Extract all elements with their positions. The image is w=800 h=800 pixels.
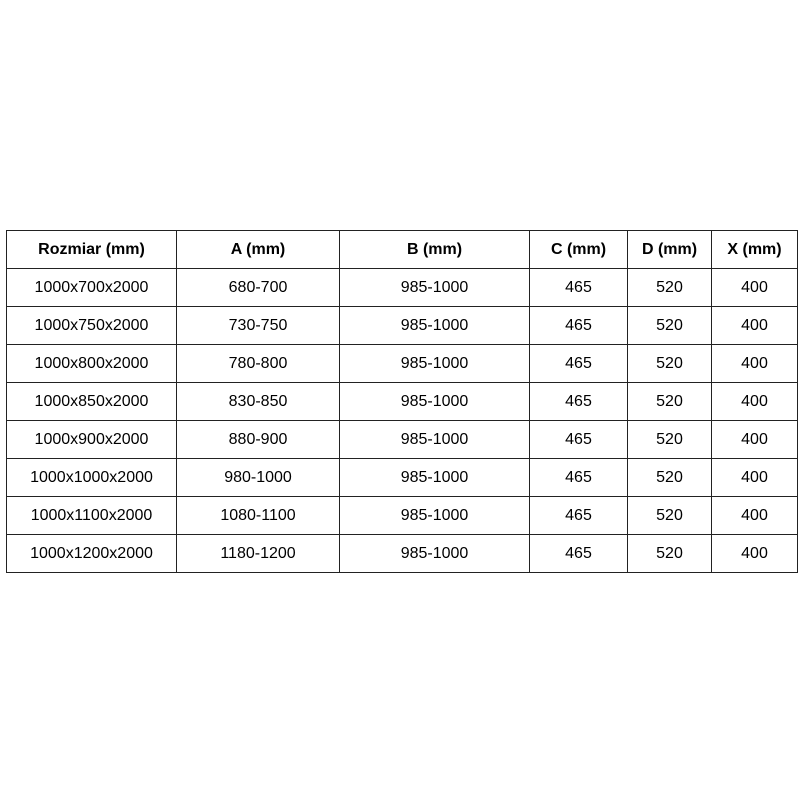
table-cell: 520	[627, 268, 712, 307]
table-cell: 520	[627, 534, 712, 573]
table-cell: 520	[627, 344, 712, 383]
table-cell: 400	[711, 496, 798, 535]
table-cell: 400	[711, 306, 798, 345]
table-cell: 400	[711, 268, 798, 307]
table-cell: 985-1000	[339, 534, 530, 573]
table-cell: 465	[529, 496, 628, 535]
table-row: 1000x900x2000 880-900 985-1000 465 520 400	[6, 420, 798, 459]
table-cell: 980-1000	[176, 458, 340, 497]
table-cell: 1000x1100x2000	[6, 496, 177, 535]
table-row: 1000x750x2000 730-750 985-1000 465 520 400	[6, 306, 798, 345]
table-cell: 400	[711, 534, 798, 573]
table-cell: 1000x1000x2000	[6, 458, 177, 497]
table-cell: 400	[711, 382, 798, 421]
table-cell: 680-700	[176, 268, 340, 307]
column-header: C (mm)	[529, 230, 628, 269]
header-row: Rozmiar (mm) A (mm) B (mm) C (mm) D (mm) X (m…	[6, 230, 798, 269]
table-cell: 1080-1100	[176, 496, 340, 535]
table-cell: 730-750	[176, 306, 340, 345]
size-table: Rozmiar (mm) A (mm) B (mm) C (mm) D (mm) X (m…	[6, 230, 798, 573]
table-cell: 465	[529, 306, 628, 345]
table-cell: 1000x850x2000	[6, 382, 177, 421]
table-row: 1000x700x2000 680-700 985-1000 465 520 400	[6, 268, 798, 307]
table-row: 1000x800x2000 780-800 985-1000 465 520 400	[6, 344, 798, 383]
table-cell: 400	[711, 344, 798, 383]
table-cell: 1000x750x2000	[6, 306, 177, 345]
table-cell: 1000x800x2000	[6, 344, 177, 383]
table-row: 1000x850x2000 830-850 985-1000 465 520 400	[6, 382, 798, 421]
table-cell: 400	[711, 420, 798, 459]
column-header: D (mm)	[627, 230, 712, 269]
table-cell: 985-1000	[339, 268, 530, 307]
table-row: 1000x1200x2000 1180-1200 985-1000 465 520 400	[6, 534, 798, 573]
table-cell: 465	[529, 268, 628, 307]
table-cell: 400	[711, 458, 798, 497]
table-cell: 985-1000	[339, 496, 530, 535]
table-cell: 880-900	[176, 420, 340, 459]
table-cell: 985-1000	[339, 344, 530, 383]
column-header: Rozmiar (mm)	[6, 230, 177, 269]
table-cell: 520	[627, 382, 712, 421]
table-row: 1000x1000x2000 980-1000 985-1000 465 520 400	[6, 458, 798, 497]
table-cell: 1000x900x2000	[6, 420, 177, 459]
table-cell: 985-1000	[339, 306, 530, 345]
table-cell: 465	[529, 534, 628, 573]
table-cell: 520	[627, 306, 712, 345]
table-cell: 520	[627, 458, 712, 497]
table-cell: 985-1000	[339, 420, 530, 459]
table-cell: 985-1000	[339, 382, 530, 421]
table-cell: 830-850	[176, 382, 340, 421]
table-cell: 465	[529, 420, 628, 459]
table-cell: 780-800	[176, 344, 340, 383]
table-cell: 520	[627, 496, 712, 535]
table-cell: 465	[529, 382, 628, 421]
table-cell: 465	[529, 344, 628, 383]
table-cell: 1000x1200x2000	[6, 534, 177, 573]
table-cell: 1180-1200	[176, 534, 340, 573]
column-header: X (mm)	[711, 230, 798, 269]
table-cell: 465	[529, 458, 628, 497]
table-cell: 985-1000	[339, 458, 530, 497]
column-header: A (mm)	[176, 230, 340, 269]
table-row: 1000x1100x2000 1080-1100 985-1000 465 520 400	[6, 496, 798, 535]
column-header: B (mm)	[339, 230, 530, 269]
table-cell: 520	[627, 420, 712, 459]
table-cell: 1000x700x2000	[6, 268, 177, 307]
